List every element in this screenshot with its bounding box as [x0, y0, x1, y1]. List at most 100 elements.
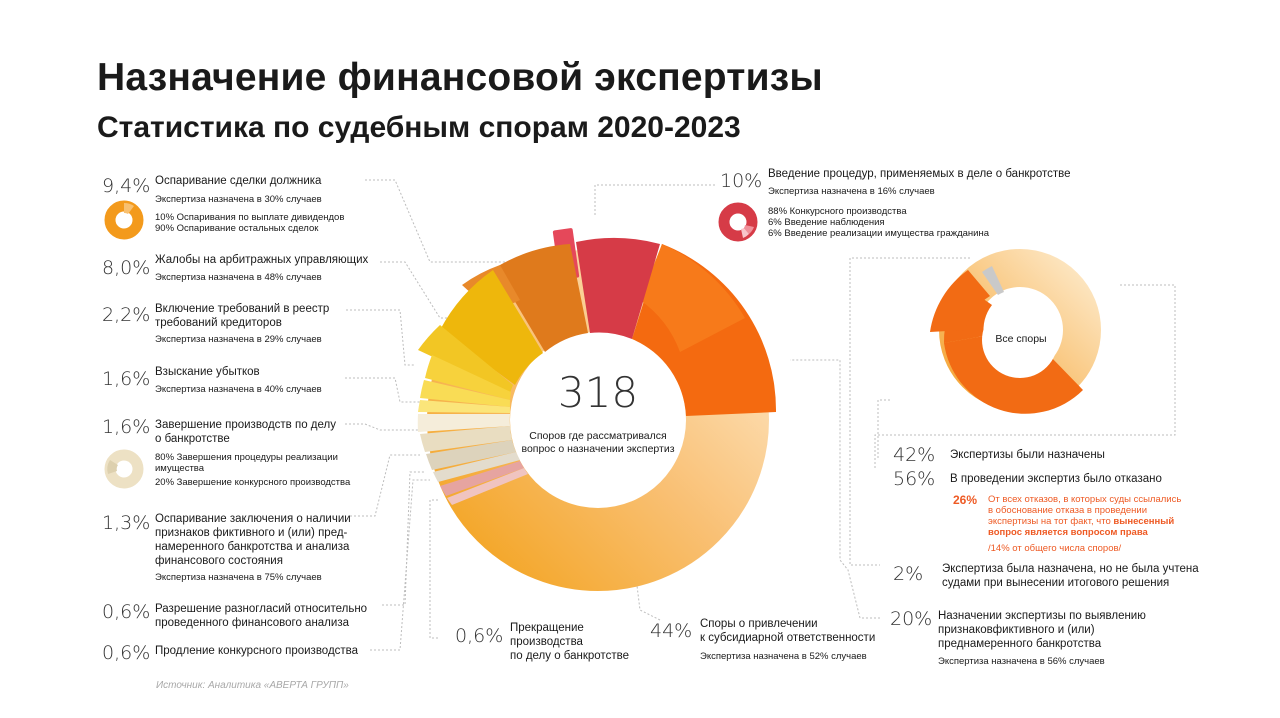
label-name: проведенного финансового анализа: [155, 617, 349, 629]
chart-segment: [425, 355, 511, 400]
chart-segment: [640, 244, 745, 352]
chart-segment: [440, 270, 543, 385]
right-pct: 26%: [953, 493, 978, 507]
label-name: Жалобы на арбитражных управляющих: [155, 254, 369, 266]
label-name: Продление конкурсного производства: [155, 645, 359, 657]
leader-line: [594, 184, 715, 215]
chart-segment: [124, 202, 134, 214]
label-name: признаков фиктивного и (или) пред-: [155, 527, 348, 539]
right-note-line: экспертизы на тот факт, что вынесенный: [988, 516, 1174, 527]
label-name: преднамеренного банкротства: [938, 638, 1102, 650]
label-name: требований кредиторов: [155, 317, 282, 329]
leader-line: [429, 499, 440, 639]
chart-segment: [426, 440, 516, 470]
leader-line: [345, 377, 420, 403]
label-note: Экспертиза назначена в 52% случаев: [700, 651, 867, 662]
label-pct: 0,6%: [102, 601, 151, 623]
chart-segment: [418, 325, 513, 393]
right-text: Экспертиза была назначена, но не была уч…: [942, 563, 1199, 575]
chart-segment: [418, 400, 510, 413]
label-name: Назначении экспертизы по выявлению: [938, 610, 1146, 622]
label-pct: 1,6%: [102, 416, 151, 438]
chart-segment: [107, 460, 118, 474]
label-note: Экспертиза назначена в 29% случаев: [155, 334, 322, 345]
right-pct: 2%: [893, 563, 924, 585]
leader-line: [790, 359, 880, 619]
label-name: по делу о банкротстве: [510, 650, 629, 662]
leader-line: [382, 471, 425, 606]
chart-segment: [982, 266, 1004, 295]
label-sub: имущества: [155, 463, 205, 474]
label-name: Включение требований в реестр: [155, 303, 330, 315]
label-pct: 44%: [650, 620, 693, 642]
chart-segment: [420, 380, 510, 407]
label-sub: 6% Введение наблюдения: [768, 217, 885, 228]
all-disputes-label: Все споры: [995, 333, 1047, 345]
right-text: судами при вынесении итогового решения: [942, 577, 1170, 589]
total-caption: Споров где рассматривался вопрос о назна…: [521, 430, 675, 455]
label-note: Экспертиза назначена в 75% случаев: [155, 572, 322, 583]
chart-segment: [420, 426, 512, 452]
label-note: Экспертиза назначена в 30% случаев: [155, 194, 322, 205]
label-pct: 0,6%: [455, 625, 504, 647]
label-name: Взыскание убытков: [155, 366, 260, 378]
leader-line: [877, 399, 890, 460]
chart-segment: [982, 302, 1058, 378]
label-pct: 1,3%: [102, 512, 151, 534]
label-note: Экспертиза назначена в 16% случаев: [768, 186, 935, 197]
label-pct: 20%: [890, 608, 933, 630]
label-sub: 10% Оспаривания по выплате дивидендов: [155, 212, 345, 223]
label-sub: 88% Конкурсного производства: [768, 206, 907, 217]
right-note-bold: вопрос является вопросом права: [988, 527, 1148, 538]
chart-segment: [510, 332, 686, 508]
label-pct: 8,0%: [102, 257, 151, 279]
page-title: Назначение финансовой экспертизы: [97, 56, 823, 99]
total-value: 318: [557, 368, 639, 417]
right-text: Экспертизы были назначены: [950, 449, 1105, 461]
chart-segment: [718, 202, 758, 242]
label-note: Экспертиза назначена в 56% случаев: [938, 656, 1105, 667]
leader-line: [874, 284, 1176, 470]
chart-segment: [930, 270, 990, 332]
right-pct: 56%: [893, 468, 936, 490]
label-sub: 80% Завершения процедуры реализации: [155, 452, 338, 463]
label-pct: 10%: [720, 170, 763, 192]
right-pct: 42%: [893, 444, 936, 466]
label-sub: 6% Введение реализации имущества граждан…: [768, 228, 990, 239]
label-name: Оспаривание заключения о наличии: [155, 513, 351, 525]
label-name: намеренного банкротства и анализа: [155, 541, 350, 553]
label-name: производства: [510, 636, 583, 648]
label-name: Прекращение: [510, 622, 584, 634]
leader-line: [380, 261, 470, 319]
label-pct: 1,6%: [102, 368, 151, 390]
right-note: От всех отказов, в которых суды ссылалис…: [988, 494, 1182, 505]
page-subtitle: Статистика по судебным спорам 2020-2023: [97, 111, 741, 144]
right-note: /14% от общего числа споров/: [988, 543, 1122, 554]
leader-line: [370, 479, 430, 651]
chart-segment: [495, 244, 588, 352]
right-note: в обоснование отказа в проведении: [988, 505, 1148, 516]
label-name: Введение процедур, применяемых в деле о …: [768, 168, 1071, 180]
leader-line: [849, 257, 970, 566]
source-note: Источник: Аналитика «АВЕРТА ГРУПП»: [156, 680, 349, 691]
label-sub: 90% Оспаривание остальных сделок: [155, 223, 319, 234]
label-note: Экспертиза назначена в 40% случаев: [155, 384, 322, 395]
right-note-bold: вынесенный: [1113, 516, 1175, 527]
leader-line: [350, 454, 420, 517]
label-name: Споры о привлечении: [700, 618, 818, 630]
label-name: о банкротстве: [155, 433, 230, 445]
label-sub: 20% Завершение конкурсного производства: [155, 477, 351, 488]
label-name: к субсидиарной ответственности: [700, 632, 876, 644]
leader-line: [346, 309, 415, 366]
label-note: Экспертиза назначена в 48% случаев: [155, 272, 322, 283]
label-pct: 9,4%: [102, 175, 151, 197]
chart-segment: [433, 452, 520, 482]
label-name: признаковфиктивного и (или): [938, 624, 1095, 636]
label-name: Оспаривание сделки должника: [155, 175, 322, 187]
label-name: Завершение производств по делу: [155, 419, 336, 431]
chart-segment: [417, 414, 510, 432]
chart-segment: [744, 225, 754, 234]
label-pct: 0,6%: [102, 642, 151, 664]
leader-line: [365, 179, 510, 263]
